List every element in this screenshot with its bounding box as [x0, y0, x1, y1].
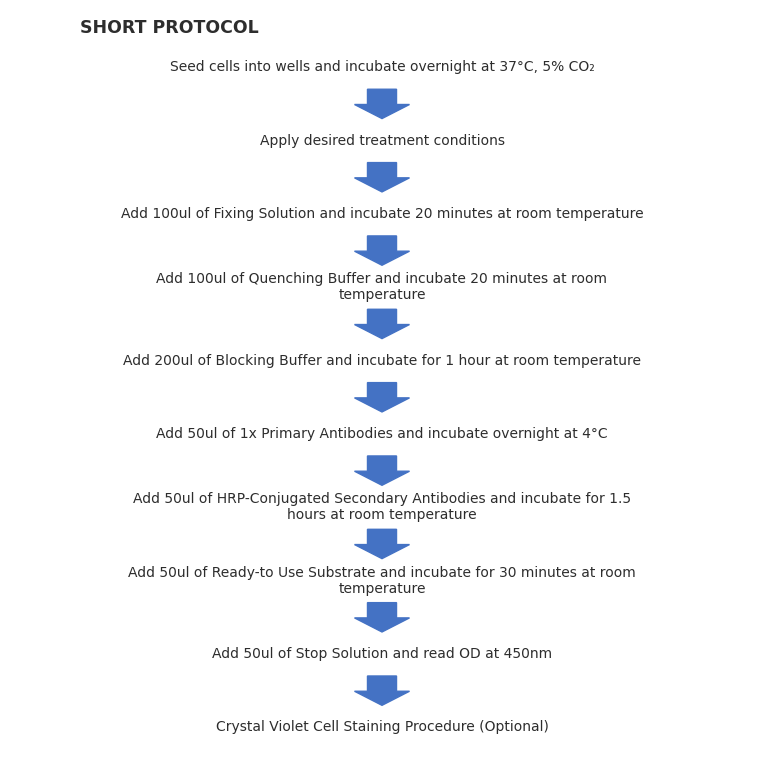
- Text: Add 50ul of 1x Primary Antibodies and incubate overnight at 4°C: Add 50ul of 1x Primary Antibodies and in…: [156, 427, 608, 441]
- Text: Apply des​ired treatment conditions: Apply des​ired treatment conditions: [260, 134, 504, 147]
- Text: SHORT PROTOCOL: SHORT PROTOCOL: [80, 19, 259, 37]
- Text: Seed cells into wells and incubate overnight at 37°C, 5% CO₂: Seed cells into wells and incubate overn…: [170, 60, 594, 74]
- Polygon shape: [354, 89, 410, 118]
- Text: Add 200ul of Blocking Buffer and incubate for 1 hour at room temperature: Add 200ul of Blocking Buffer and incubat…: [123, 354, 641, 367]
- Text: Add 50ul of Stop Solution and read OD at 450nm: Add 50ul of Stop Solution and read OD at…: [212, 647, 552, 661]
- Polygon shape: [354, 163, 410, 192]
- Polygon shape: [354, 309, 410, 338]
- Polygon shape: [354, 603, 410, 632]
- Polygon shape: [354, 236, 410, 265]
- Text: Add 50ul of Ready-to Use Substrate and incubate for 30 minutes at room
temperatu: Add 50ul of Ready-to Use Substrate and i…: [128, 565, 636, 596]
- Polygon shape: [354, 676, 410, 705]
- Polygon shape: [354, 383, 410, 412]
- Text: Add 100ul of Fixing Solution and incubate 20 minutes at room temperature: Add 100ul of Fixing Solution and incubat…: [121, 207, 643, 221]
- Text: Add 50ul of HRP-Conjugated Secondary Antibodies and incubate for 1.5
hours at ro: Add 50ul of HRP-Conjugated Secondary Ant…: [133, 492, 631, 523]
- Polygon shape: [354, 456, 410, 485]
- Text: Crystal Violet Cell Staining Procedure (Optional): Crystal Violet Cell Staining Procedure (…: [215, 720, 549, 734]
- Text: Add 100ul of Quenching Buffer and incubate 20 minutes at room
temperature: Add 100ul of Quenching Buffer and incuba…: [157, 272, 607, 303]
- Polygon shape: [354, 529, 410, 558]
